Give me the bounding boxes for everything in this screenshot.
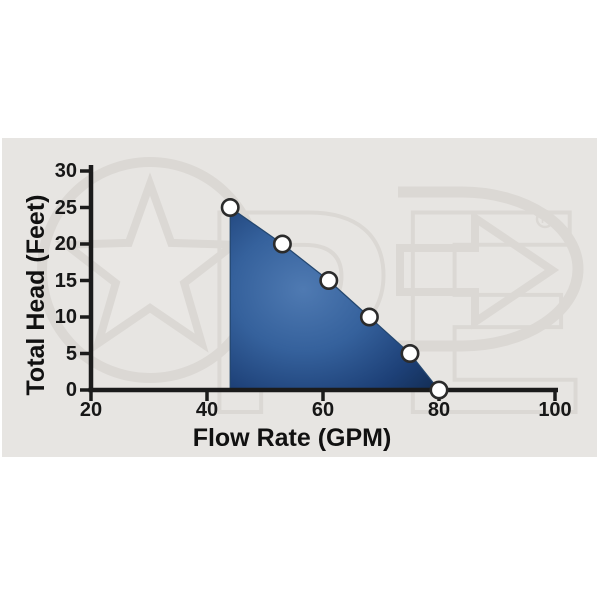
x-tick-label: 20 — [79, 399, 103, 421]
y-tick-label: 5 — [65, 342, 77, 365]
data-point-marker — [319, 270, 339, 290]
data-point-marker — [272, 234, 292, 254]
y-tick-label: 30 — [54, 160, 77, 182]
data-point-marker — [429, 380, 449, 400]
axes — [80, 165, 558, 401]
y-tick-label: 25 — [54, 196, 77, 219]
x-tick-label: 60 — [311, 399, 335, 421]
y-tick-label: 0 — [65, 379, 77, 401]
x-tick-label: 80 — [427, 399, 451, 421]
y-tick-label: 20 — [54, 233, 77, 255]
x-tick-label: 100 — [538, 399, 572, 421]
data-points — [220, 198, 449, 400]
data-point-marker — [400, 343, 420, 363]
watermark-registered-icon — [535, 209, 555, 229]
watermark-arrow-icon — [396, 210, 560, 330]
data-point-marker — [359, 307, 379, 327]
y-tick-label: 10 — [54, 306, 77, 328]
x-axis-title: Flow Rate (GPM) — [192, 424, 392, 452]
x-tick-label: 40 — [195, 399, 219, 421]
watermark-registered-letter: R — [541, 214, 549, 226]
data-point-marker — [220, 198, 240, 218]
y-axis-ticks — [80, 169, 91, 392]
watermark-d-shape — [398, 186, 584, 352]
y-axis-title: Total Head (Feet) — [22, 194, 50, 396]
y-tick-label: 15 — [54, 269, 77, 292]
